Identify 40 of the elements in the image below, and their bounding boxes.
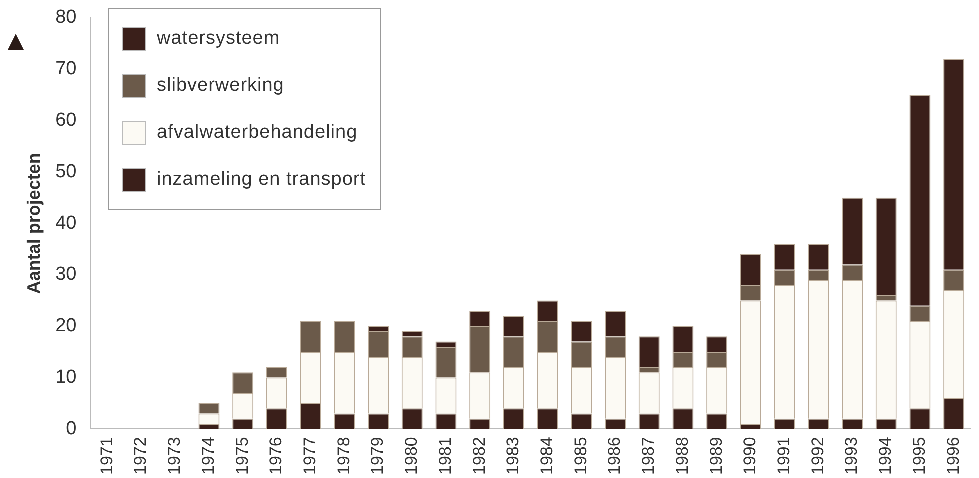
- legend-label: watersysteem: [157, 28, 280, 50]
- x-tick-label: 1974: [198, 437, 218, 476]
- y-tick-label: 80: [56, 7, 77, 28]
- y-tick-label: 50: [56, 161, 77, 182]
- x-tick-label: 1981: [436, 437, 455, 476]
- y-tick-label: 0: [66, 418, 77, 440]
- x-tick-label: 1978: [334, 437, 354, 476]
- x-tick-label: 1972: [131, 437, 150, 476]
- x-tick-label: 1996: [944, 437, 963, 476]
- y-tick-label: 10: [56, 367, 77, 388]
- x-tick-label: 1995: [910, 437, 929, 476]
- x-tick-label: 1973: [165, 437, 184, 476]
- legend-label: slibverwerking: [157, 74, 284, 96]
- y-tick-label: 30: [56, 264, 77, 286]
- x-tick-label: 1992: [808, 437, 828, 476]
- x-tick-label: 1985: [571, 437, 590, 476]
- x-tick-label: 1982: [470, 437, 489, 476]
- x-tick-label: 1979: [368, 437, 388, 476]
- x-tick-label: 1988: [672, 437, 692, 476]
- x-tick-label: 1971: [97, 437, 116, 476]
- x-tick-label: 1991: [774, 437, 794, 476]
- x-tick-label: 1986: [605, 437, 624, 476]
- y-tick-label: 60: [56, 110, 77, 132]
- x-tick-label: 1989: [706, 437, 726, 476]
- x-tick-label: 1990: [740, 437, 760, 476]
- legend-label: inzameling en transport: [157, 168, 366, 190]
- x-tick-label: 1987: [639, 437, 658, 476]
- legend-label: afvalwaterbehandeling: [157, 122, 358, 144]
- y-tick-label: 40: [56, 212, 77, 234]
- y-tick-label: 20: [56, 316, 77, 337]
- x-tick-label: 1983: [504, 437, 523, 476]
- x-tick-label: 1984: [537, 437, 556, 476]
- x-tick-label: 1994: [876, 437, 896, 476]
- y-tick-label: 70: [56, 58, 77, 80]
- x-tick-label: 1975: [232, 437, 252, 476]
- x-tick-label: 1977: [300, 437, 320, 476]
- x-tick-label: 1976: [266, 437, 286, 476]
- x-tick-label: 1980: [402, 437, 422, 476]
- y-axis-title: Aantal projecten: [24, 153, 44, 294]
- x-tick-label: 1993: [842, 437, 862, 476]
